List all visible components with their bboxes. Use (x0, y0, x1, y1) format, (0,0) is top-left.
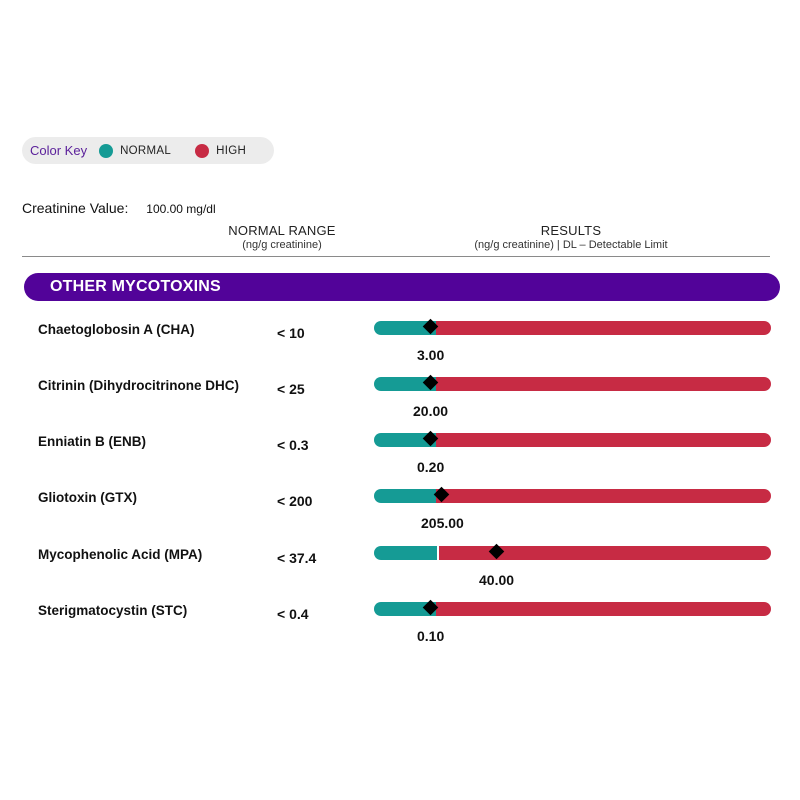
normal-range-value: < 0.3 (277, 437, 309, 453)
legend-high-label: HIGH (216, 144, 247, 157)
high-dot-icon (195, 143, 210, 158)
normal-range-value: < 200 (277, 493, 313, 509)
result-value: 20.00 (413, 403, 449, 419)
header-divider (22, 256, 770, 257)
legend-normal-label: NORMAL (120, 144, 172, 157)
normal-dot-icon (99, 143, 114, 158)
result-row: Enniatin B (ENB) < 0.3 0.20 (0, 430, 800, 483)
normal-segment (374, 321, 436, 335)
result-row: Sterigmatocystin (STC) < 0.4 0.10 (0, 599, 800, 652)
normal-range-title: NORMAL RANGE (228, 223, 336, 238)
analyte-name: Citrinin (Dihydrocitrinone DHC) (38, 378, 239, 393)
result-bar (374, 430, 771, 447)
section-banner: OTHER MYCOTOXINS (24, 273, 780, 301)
result-bar (374, 318, 771, 335)
high-segment (439, 546, 771, 560)
high-segment (436, 321, 771, 335)
normal-range-unit: (ng/g creatinine) (242, 239, 322, 251)
result-row: Gliotoxin (GTX) < 200 205.00 (0, 486, 800, 539)
result-value: 3.00 (417, 347, 445, 363)
high-segment (436, 489, 771, 503)
normal-segment (374, 602, 436, 616)
result-bar (374, 486, 771, 503)
result-row: Chaetoglobosin A (CHA) < 10 3.00 (0, 318, 800, 371)
normal-range-value: < 10 (277, 325, 305, 341)
high-segment (436, 602, 771, 616)
normal-range-value: < 0.4 (277, 606, 309, 622)
results-unit: (ng/g creatinine) | DL – Detectable Limi… (474, 239, 668, 251)
analyte-name: Gliotoxin (GTX) (38, 490, 137, 505)
result-bar (374, 543, 771, 560)
analyte-name: Enniatin B (ENB) (38, 434, 146, 449)
creatinine-label: Creatinine Value: (22, 200, 129, 216)
result-value: 0.20 (417, 459, 445, 475)
result-bar (374, 599, 771, 616)
high-segment (436, 377, 771, 391)
creatinine-value: 100.00 mg/dl (146, 202, 216, 216)
result-value: 40.00 (479, 572, 515, 588)
color-key: Color Key NORMAL HIGH (22, 137, 274, 164)
result-row: Mycophenolic Acid (MPA) < 37.4 40.00 (0, 543, 800, 596)
normal-segment (374, 377, 436, 391)
result-row: Citrinin (Dihydrocitrinone DHC) < 25 20.00 (0, 374, 800, 427)
result-value: 205.00 (421, 515, 464, 531)
results-header: RESULTS (ng/g creatinine) | DL – Detecta… (420, 223, 722, 251)
color-key-label: Color Key (30, 143, 88, 158)
creatinine-line: Creatinine Value: 100.00 mg/dl (22, 200, 216, 216)
normal-range-header: NORMAL RANGE (ng/g creatinine) (200, 223, 364, 251)
normal-segment (374, 433, 436, 447)
normal-segment (374, 489, 436, 503)
analyte-name: Sterigmatocystin (STC) (38, 603, 188, 618)
result-bar (374, 374, 771, 391)
results-title: RESULTS (540, 223, 602, 238)
normal-segment (374, 546, 437, 560)
normal-range-value: < 25 (277, 381, 305, 397)
result-value: 0.10 (417, 628, 445, 644)
analyte-name: Mycophenolic Acid (MPA) (38, 547, 203, 562)
analyte-name: Chaetoglobosin A (CHA) (38, 322, 195, 337)
normal-range-value: < 37.4 (277, 550, 317, 566)
high-segment (436, 433, 771, 447)
